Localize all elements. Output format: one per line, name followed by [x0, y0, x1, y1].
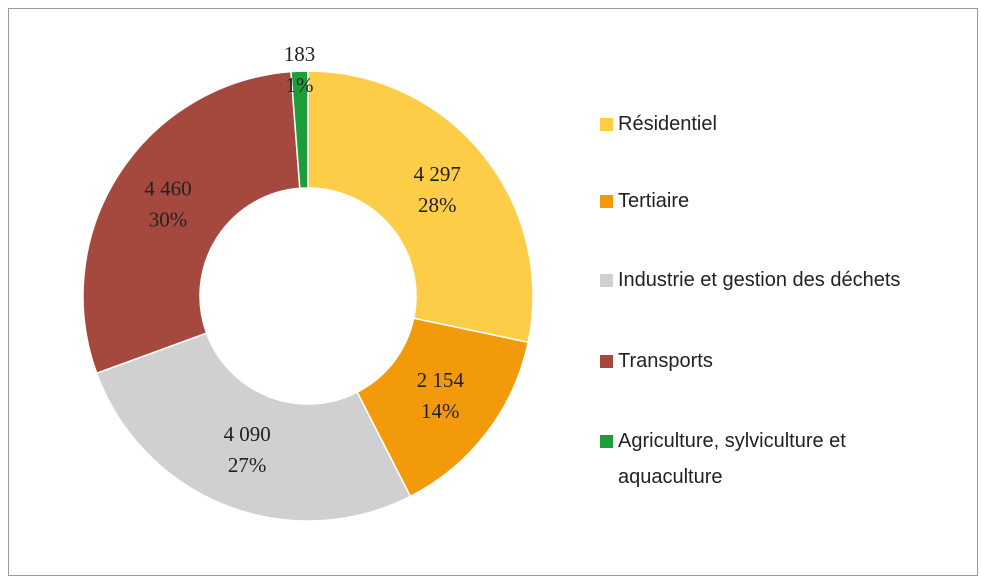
chart-border [8, 8, 978, 576]
percent-label: 1% [285, 73, 313, 97]
legend-swatch [600, 355, 613, 368]
legend-swatch [600, 274, 613, 287]
donut-slice [290, 70, 309, 190]
legend-label: Industrie et gestion des déchets [618, 269, 901, 291]
value-label: 183 [284, 42, 316, 66]
percent-label: 14% [421, 399, 460, 423]
donut-slice [82, 70, 301, 375]
legend-item: Industrie et gestion des déchets [600, 262, 940, 298]
donut-slice [356, 317, 530, 498]
legend-swatch [600, 435, 613, 448]
legend-swatch [600, 118, 613, 131]
legend-item: Tertiaire [600, 183, 940, 219]
percent-label: 30% [149, 208, 188, 232]
legend-swatch [600, 195, 613, 208]
legend-label: Résidentiel [618, 113, 717, 135]
value-label: 4 090 [224, 422, 271, 446]
percent-label: 28% [418, 193, 457, 217]
value-label: 4 460 [144, 177, 191, 201]
legend-label: Agriculture, sylviculture et aquaculture [618, 430, 846, 488]
value-label: 4 297 [414, 162, 461, 186]
percent-label: 27% [228, 453, 267, 477]
legend-label: Tertiaire [618, 190, 690, 212]
legend-label: Transports [618, 350, 713, 372]
donut-slice [95, 332, 412, 522]
legend-item: Transports [600, 343, 940, 379]
legend-item: Agriculture, sylviculture et aquaculture [600, 423, 940, 495]
value-label: 2 154 [417, 368, 465, 392]
donut-slice [307, 70, 534, 344]
legend-item: Résidentiel [600, 106, 940, 142]
